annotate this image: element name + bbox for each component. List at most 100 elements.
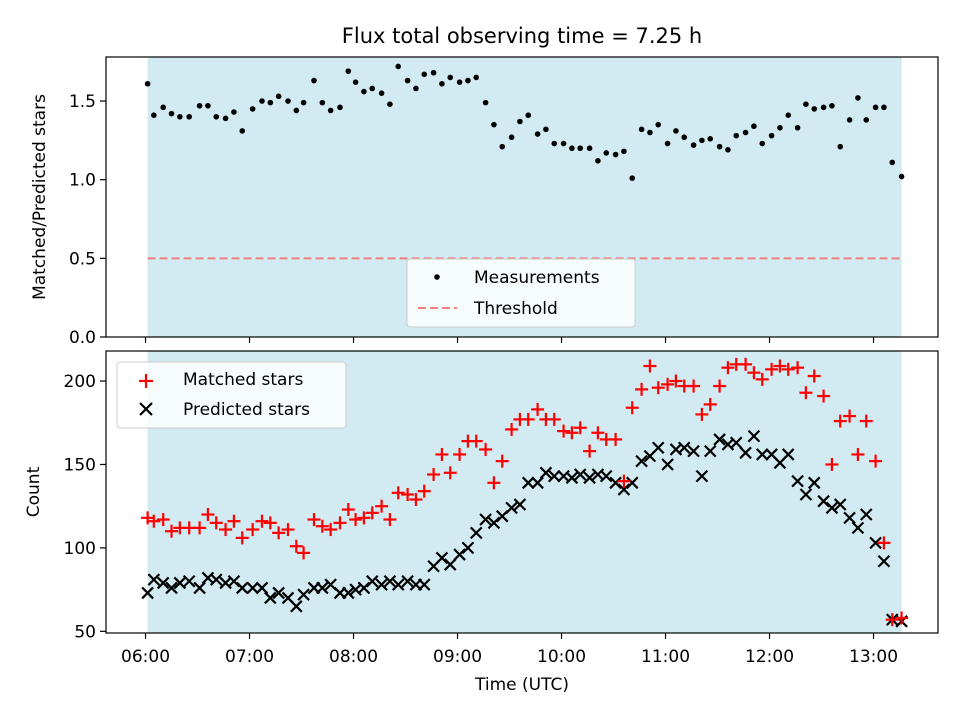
- measurement-point: [447, 74, 454, 81]
- predicted-star-point: [391, 578, 405, 591]
- top-y-tick-label: 1.0: [69, 171, 96, 191]
- matched-star-point: [885, 613, 899, 627]
- top-y-tick-label: 0.0: [69, 328, 96, 348]
- predicted-star-point: [609, 476, 622, 490]
- predicted-star-point: [297, 588, 310, 601]
- predicted-star-point: [147, 573, 161, 586]
- bottom-x-tick-label: 13:00: [849, 647, 898, 667]
- top-y-tick-label: 0.5: [69, 249, 96, 269]
- measurement-point: [186, 113, 192, 120]
- measurement-point: [239, 128, 246, 134]
- predicted-star-point: [531, 476, 544, 490]
- bottom-plot-frame: [105, 350, 939, 634]
- matched-star-point: [435, 447, 449, 461]
- predicted-star-point: [799, 488, 813, 501]
- top-y-axis: 0.0 0.5 1.0 1.5: [69, 92, 106, 348]
- matched-star-point: [487, 476, 501, 490]
- measurement-point: [378, 90, 385, 96]
- matched-star-point: [315, 519, 329, 533]
- matched-star-point: [661, 377, 675, 391]
- predicted-star-point: [661, 458, 674, 471]
- matched-star-point: [687, 379, 701, 393]
- predicted-star-point: [272, 586, 285, 600]
- predicted-star-point: [713, 433, 726, 446]
- predicted-star-point: [573, 468, 587, 481]
- matched-star-point: [713, 379, 727, 393]
- matched-star-point: [383, 513, 397, 527]
- predicted-star-point: [599, 469, 613, 483]
- matched-star-point: [609, 432, 623, 446]
- predicted-star-point: [435, 551, 449, 565]
- bottom-y-axis-label: Count: [24, 466, 44, 517]
- predicted-star-point: [547, 469, 561, 483]
- measurement-point: [369, 85, 376, 92]
- measurement-point: [517, 118, 523, 125]
- measurement-point: [647, 129, 653, 136]
- predicted-star-point: [687, 444, 700, 458]
- predicted-star-point: [739, 446, 752, 460]
- matched-star-point: [227, 514, 241, 528]
- predicted-star-point: [401, 574, 414, 588]
- top-plot-frame: [105, 56, 939, 338]
- predicted-star-point: [747, 429, 761, 443]
- matched-star-point: [739, 357, 753, 371]
- bottom-y-tick-label: 50: [74, 622, 96, 642]
- matched-star-point: [565, 426, 579, 440]
- measurement-point: [725, 147, 731, 153]
- bottom-x-tick-label: 09:00: [433, 647, 482, 667]
- measurement-point: [785, 112, 792, 119]
- matched-star-point: [219, 523, 233, 537]
- matched-star-point: [877, 536, 891, 550]
- measurement-point: [465, 77, 471, 84]
- measurement-point: [733, 132, 740, 139]
- measurement-point: [213, 113, 220, 120]
- matched-star-point: [349, 513, 363, 527]
- predicted-star-point: [807, 476, 821, 490]
- matched-star-point: [289, 539, 303, 553]
- measurement-point: [267, 99, 274, 106]
- matched-star-point: [479, 442, 493, 456]
- measurement-point: [577, 145, 584, 152]
- measurement-point: [352, 79, 359, 85]
- matched-star-point: [721, 361, 735, 375]
- matched-star-point: [781, 362, 795, 376]
- predicted-stars-points: [141, 429, 908, 628]
- predicted-star-point: [791, 474, 804, 488]
- predicted-star-point: [453, 548, 466, 561]
- measurement-point: [491, 121, 497, 128]
- predicted-star-point: [851, 521, 865, 535]
- predicted-star-point: [825, 501, 839, 515]
- measurement-point: [249, 106, 256, 112]
- matched-star-point: [165, 524, 179, 538]
- measurement-point: [168, 110, 175, 117]
- matched-star-point: [272, 526, 286, 540]
- predicted-star-point: [156, 576, 170, 590]
- matched-star-point: [365, 506, 379, 520]
- measurement-point: [837, 143, 844, 150]
- matched-star-point: [825, 457, 839, 471]
- measurement-point: [473, 74, 480, 81]
- top-x-ticks: [144, 337, 875, 343]
- matched-star-point: [401, 488, 415, 502]
- measurement-point: [716, 143, 723, 150]
- predicted-star-point: [729, 436, 743, 450]
- bottom-legend: Matched stars Predicted stars: [116, 361, 347, 429]
- matched-star-point: [209, 516, 223, 530]
- predicted-star-point: [290, 600, 303, 613]
- predicted-star-point: [209, 573, 223, 586]
- matched-star-point: [357, 511, 371, 525]
- predicted-star-point: [141, 586, 154, 600]
- measurement-point: [586, 145, 593, 152]
- bottom-y-tick-label: 200: [64, 372, 96, 392]
- matched-star-point: [643, 359, 657, 373]
- matched-star-point: [201, 508, 215, 522]
- measurement-point: [205, 102, 211, 109]
- matched-star-point: [521, 412, 535, 426]
- predicted-star-point: [521, 476, 535, 490]
- measurement-point: [222, 115, 229, 122]
- matched-star-point: [246, 523, 260, 537]
- predicted-star-point: [443, 558, 457, 571]
- predicted-star-point: [505, 501, 518, 515]
- matched-star-point: [193, 521, 207, 535]
- measurement-point: [777, 124, 783, 131]
